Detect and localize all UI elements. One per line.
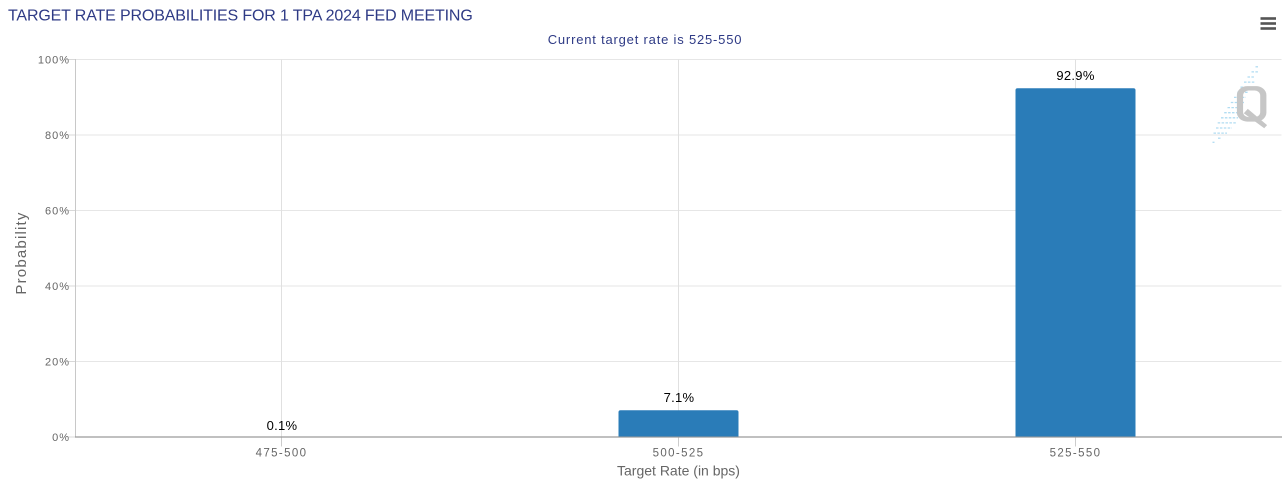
svg-text:475-500: 475-500 xyxy=(256,448,308,460)
svg-text:0.1%: 0.1% xyxy=(267,418,298,433)
svg-text:500-525: 500-525 xyxy=(653,448,705,460)
svg-text:Current target rate is 525-550: Current target rate is 525-550 xyxy=(548,32,743,47)
svg-text:100%: 100% xyxy=(38,55,70,67)
svg-text:80%: 80% xyxy=(45,130,70,142)
svg-text:TARGET RATE PROBABILITIES FOR: TARGET RATE PROBABILITIES FOR 1 TPA 2024… xyxy=(8,8,473,25)
svg-text:7.1%: 7.1% xyxy=(664,390,695,405)
svg-text:20%: 20% xyxy=(45,357,70,369)
svg-text:92.9%: 92.9% xyxy=(1056,68,1095,83)
svg-text:Probability: Probability xyxy=(13,211,30,294)
svg-text:60%: 60% xyxy=(45,206,70,218)
svg-text:40%: 40% xyxy=(45,281,70,293)
svg-text:Target Rate (in bps): Target Rate (in bps) xyxy=(617,463,740,479)
svg-text:525-550: 525-550 xyxy=(1050,448,1102,460)
svg-text:0%: 0% xyxy=(52,432,70,444)
